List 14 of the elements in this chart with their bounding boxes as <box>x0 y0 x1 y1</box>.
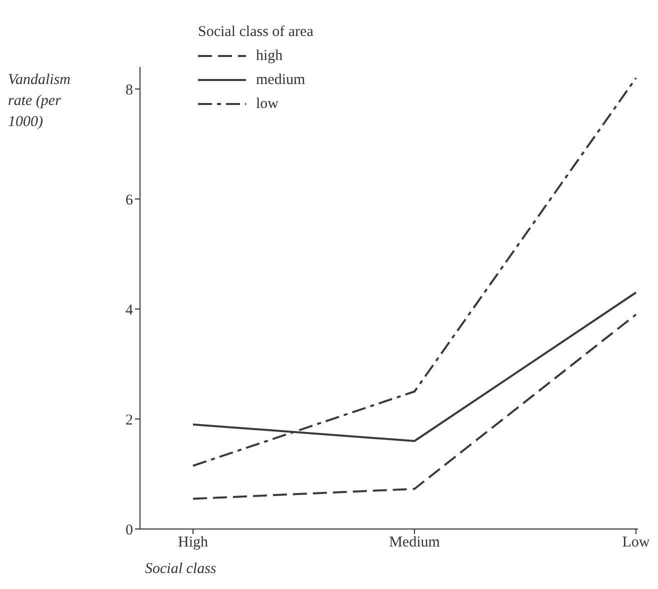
y-axis-title: Vandalism rate (per 1000) <box>8 71 72 132</box>
y-tick-label: 2 <box>126 412 133 428</box>
x-tick-label: Low <box>622 534 650 551</box>
x-tick-label: High <box>178 534 208 551</box>
y-tick-label: 0 <box>126 522 133 538</box>
legend-label: high <box>256 47 283 66</box>
y-tick-label: 8 <box>126 82 133 98</box>
x-tick-label: Medium <box>389 534 440 551</box>
x-axis-title: Social class <box>145 561 216 578</box>
legend-title: Social class of area <box>198 23 314 42</box>
y-tick-label: 4 <box>126 302 134 318</box>
legend-label: medium <box>256 71 306 90</box>
y-tick-label: 6 <box>126 192 134 208</box>
legend-label: low <box>256 95 278 114</box>
